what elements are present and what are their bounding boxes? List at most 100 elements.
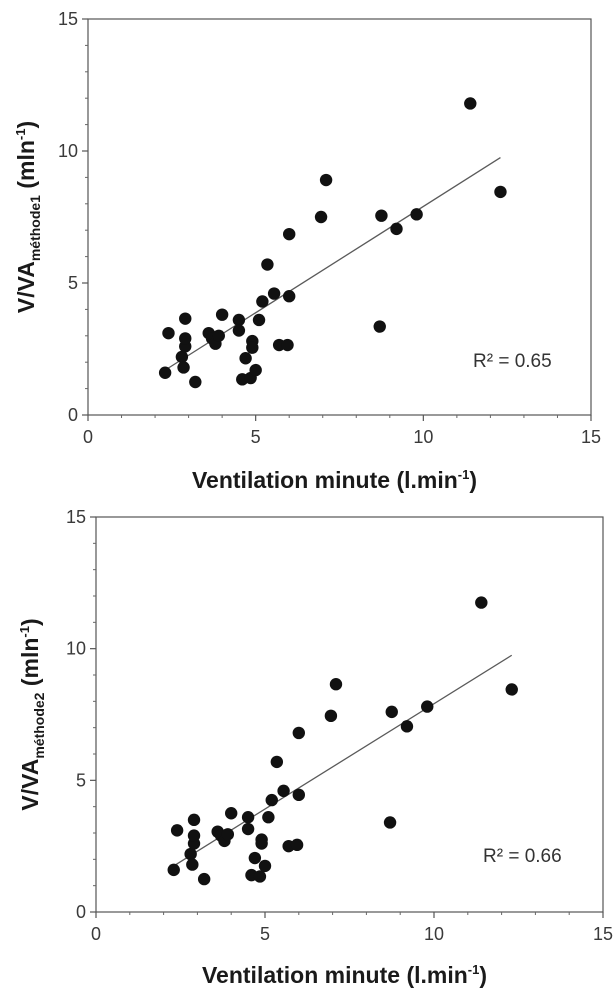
data-point	[262, 811, 275, 824]
y-axis-title: V/VAméthode2 (mln-1)	[17, 618, 47, 810]
data-point	[249, 363, 262, 377]
y-axis-title-end: )	[17, 618, 43, 626]
x-tick-label: 0	[91, 924, 101, 944]
data-point	[255, 837, 268, 850]
data-point	[189, 375, 202, 389]
data-point	[225, 807, 238, 820]
plot-frame	[95, 516, 604, 913]
data-point	[187, 813, 201, 827]
x-tick-label: 5	[251, 427, 261, 447]
data-point	[267, 287, 281, 300]
data-point	[329, 678, 343, 691]
data-point	[375, 209, 388, 222]
data-point	[212, 329, 225, 342]
x-tick-label: 10	[413, 427, 433, 447]
y-axis-title-end: )	[13, 121, 39, 129]
data-point	[283, 290, 296, 303]
data-point	[270, 755, 284, 769]
y-axis-title-subscript: méthode1	[27, 195, 43, 261]
y-tick-label: 5	[76, 770, 86, 790]
y-axis-title-unit: (mln	[13, 140, 39, 195]
data-point	[221, 828, 235, 841]
data-point	[475, 596, 488, 609]
data-point	[158, 366, 172, 379]
scatter-panel-2: 0 5 10 15 0 5 10 15 R² = 0.66 Ventilation minute …	[17, 507, 613, 988]
data-point	[179, 332, 192, 345]
data-point	[410, 208, 423, 221]
y-axis-title-superscript: -1	[13, 129, 28, 141]
y-tick-label: 15	[58, 9, 78, 29]
data-point	[292, 788, 305, 802]
data-point	[179, 312, 192, 325]
data-point	[170, 824, 184, 837]
y-tick-label: 10	[58, 141, 78, 161]
data-point	[232, 324, 246, 337]
x-axis-title-main: Ventilation minute (l.min	[202, 962, 468, 988]
data-point	[324, 709, 338, 723]
data-point	[252, 313, 266, 327]
x-axis-title: Ventilation minute (l.min-1)	[202, 962, 487, 988]
y-axis-title-main: V/VA	[17, 759, 43, 811]
y-tick-label: 5	[68, 273, 78, 293]
data-point	[177, 361, 190, 374]
data-point	[505, 683, 518, 696]
data-point	[290, 838, 304, 852]
y-axis-title-superscript: -1	[17, 626, 32, 638]
data-point	[162, 326, 175, 340]
x-axis-title-superscript: -1	[458, 467, 470, 482]
data-point	[281, 338, 294, 352]
data-point	[246, 341, 259, 354]
y-axis-title-subscript: méthode2	[31, 692, 47, 758]
data-point	[186, 858, 199, 871]
x-axis-title-superscript: -1	[468, 962, 480, 977]
data-point	[241, 811, 255, 824]
data-point	[256, 295, 269, 308]
data-point	[241, 822, 255, 836]
y-axis-title: V/VAméthode1 (mln-1)	[13, 121, 43, 313]
r-squared-label: R² = 0.66	[483, 846, 562, 867]
data-point	[197, 872, 211, 886]
data-point	[258, 859, 272, 873]
data-point	[400, 720, 414, 733]
data-point	[232, 313, 246, 327]
x-tick-label: 10	[424, 924, 444, 944]
y-tick-label: 0	[76, 902, 86, 922]
x-tick-label: 15	[581, 427, 601, 447]
data-point	[239, 352, 252, 365]
x-tick-label: 15	[593, 924, 613, 944]
y-axis-title-main: V/VA	[13, 261, 39, 313]
y-tick-label: 10	[66, 639, 86, 659]
data-point	[184, 847, 197, 861]
plot-frame	[87, 18, 592, 416]
data-point	[292, 726, 305, 740]
data-point	[464, 97, 477, 110]
r-squared-label: R² = 0.65	[473, 351, 552, 372]
x-axis-title-main: Ventilation minute (l.min	[192, 467, 458, 493]
data-point	[215, 308, 229, 321]
data-point	[390, 222, 403, 236]
x-tick-label: 0	[83, 427, 93, 447]
data-point	[373, 320, 386, 333]
y-tick-label: 0	[68, 405, 78, 425]
data-point	[314, 210, 328, 224]
data-point	[265, 793, 278, 807]
y-tick-label: 15	[66, 507, 86, 527]
data-point	[248, 851, 262, 865]
data-point	[494, 185, 507, 199]
data-point	[277, 784, 290, 798]
x-axis-title-end: )	[479, 962, 487, 988]
y-axis-title-unit: (mln	[17, 638, 43, 693]
data-point	[175, 350, 189, 364]
data-point	[253, 870, 267, 883]
x-tick-label: 5	[260, 924, 270, 944]
data-point	[421, 700, 434, 713]
x-axis-title: Ventilation minute (l.min-1)	[192, 467, 477, 493]
data-point	[261, 258, 274, 271]
data-point	[383, 816, 397, 829]
data-point	[167, 863, 180, 877]
data-point	[319, 173, 333, 187]
data-point	[283, 227, 296, 241]
data-point	[385, 705, 398, 719]
data-point	[187, 829, 201, 842]
